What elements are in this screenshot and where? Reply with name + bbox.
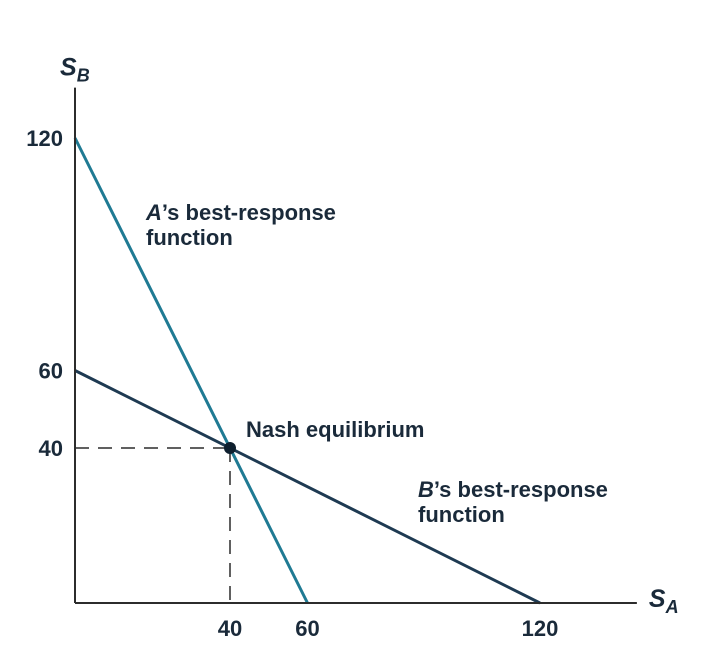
y-axis-label-sub: B — [77, 66, 90, 86]
series-lines — [73, 137, 541, 605]
x-tick-label-40: 40 — [218, 616, 242, 641]
x-axis-label-sub: A — [665, 597, 679, 617]
series-line-b — [74, 369, 541, 605]
series-line-a — [73, 137, 309, 604]
y-axis-label-main: S — [60, 54, 77, 82]
series-b-label-rest: ’s best-response — [434, 477, 608, 502]
series-b-label-line2: function — [418, 502, 505, 527]
guide-lines — [75, 447, 231, 603]
x-axis-label: SA — [649, 585, 679, 617]
x-tick-label-60: 60 — [295, 616, 319, 641]
nash-equilibrium-point — [224, 442, 236, 454]
y-tick-label-60: 60 — [39, 359, 63, 384]
series-b-label-prefix: B — [418, 477, 434, 502]
series-a-label-line1: A’s best-response — [145, 200, 336, 225]
tick-labels: 40 60 120 40 60 120 — [26, 126, 558, 641]
nash-equilibrium-label: Nash equilibrium — [246, 417, 424, 442]
axes — [74, 87, 637, 604]
series-a-label-rest: ’s best-response — [162, 200, 336, 225]
y-axis-label: SB — [60, 54, 90, 86]
series-a-label-line2: function — [146, 225, 233, 250]
y-tick-label-40: 40 — [39, 436, 63, 461]
series-b-label-line1: B’s best-response — [418, 477, 608, 502]
series-a-label-prefix: A — [145, 200, 162, 225]
x-axis-label-main: S — [649, 585, 666, 613]
x-tick-label-120: 120 — [522, 616, 559, 641]
y-tick-label-120: 120 — [26, 126, 63, 151]
